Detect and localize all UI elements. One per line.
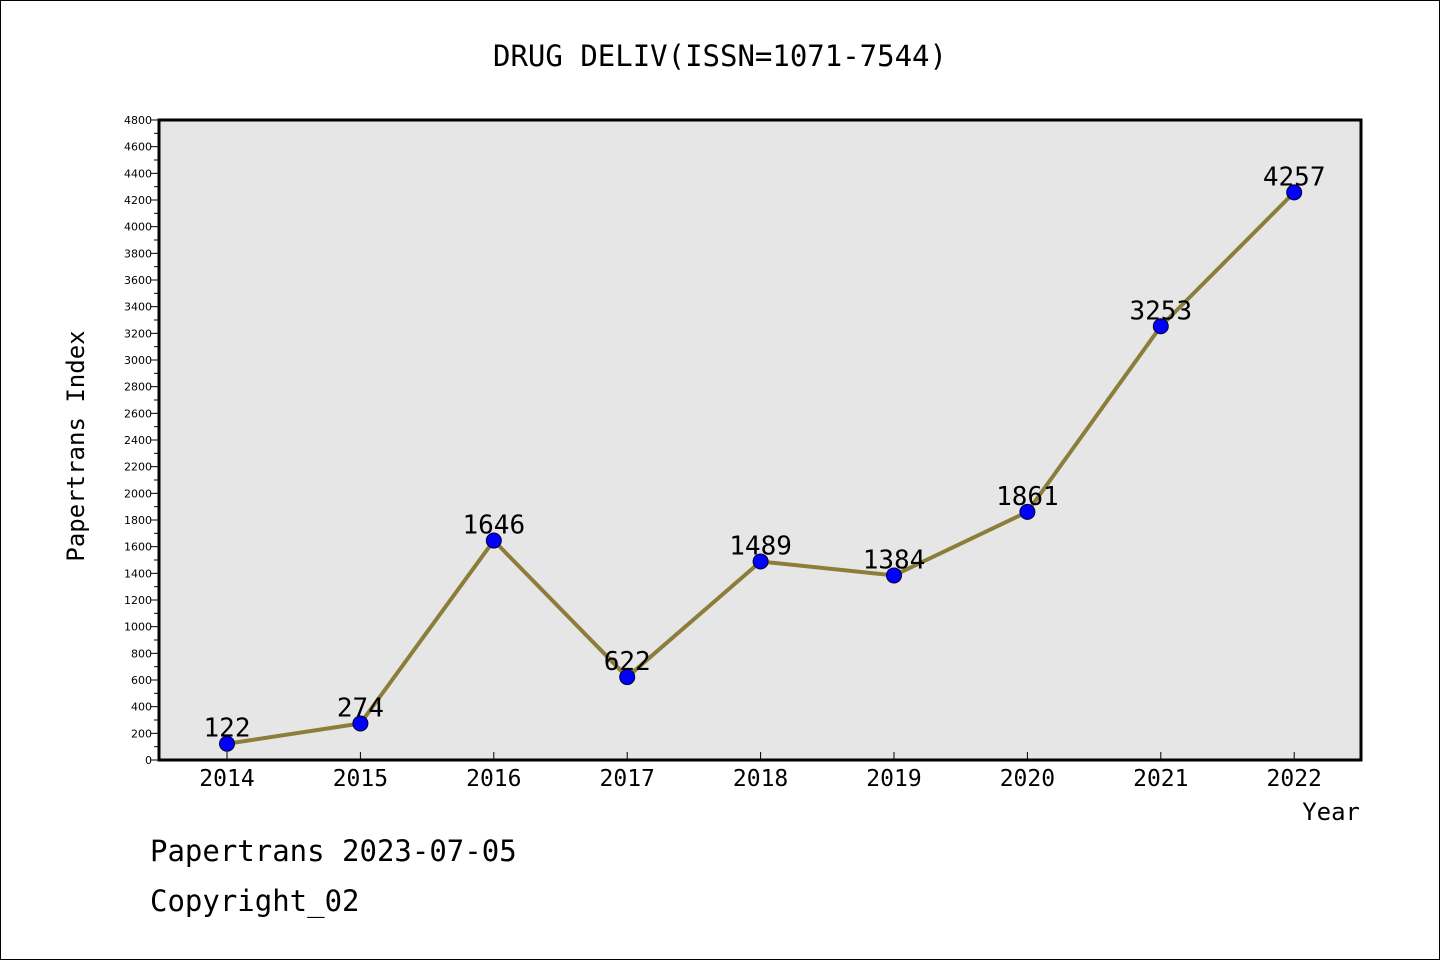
x-tick-label: 2018	[733, 766, 788, 792]
x-axis: 2014 2015 2016 2017 2018 2019 2020 2021 2022	[199, 752, 1322, 792]
y-tick-label: 1800	[124, 514, 152, 527]
y-tick-label: 2600	[124, 407, 152, 420]
y-tick-label: 600	[131, 674, 152, 687]
x-tick-label: 2017	[600, 766, 655, 792]
x-tick-label: 2016	[466, 766, 521, 792]
y-tick-label: 3200	[124, 327, 152, 340]
x-tick-label: 2020	[1000, 766, 1055, 792]
data-label: 122	[204, 714, 251, 744]
y-tick-label: 1600	[124, 541, 152, 554]
x-tick-label: 2021	[1133, 766, 1188, 792]
y-axis-title: Papertrans Index	[62, 330, 90, 561]
data-label: 622	[604, 647, 651, 677]
y-tick-label: 3800	[124, 247, 152, 260]
data-label: 1646	[462, 511, 525, 541]
y-tick-label: 2000	[124, 487, 152, 500]
y-tick-label: 4800	[124, 114, 152, 127]
x-tick-label: 2014	[199, 766, 254, 792]
data-point	[1019, 503, 1036, 520]
data-label: 1384	[863, 545, 926, 575]
data-point	[352, 715, 369, 732]
y-tick-label: 4400	[124, 167, 152, 180]
data-label: 4257	[1263, 162, 1326, 192]
data-point	[485, 532, 502, 549]
data-label: 1489	[729, 531, 792, 561]
y-tick-label: 3400	[124, 301, 152, 314]
y-tick-label: 1000	[124, 621, 152, 634]
y-tick-label: 3000	[124, 354, 152, 367]
data-point	[1286, 184, 1303, 201]
data-point	[619, 669, 636, 686]
plot-area	[157, 118, 1363, 762]
y-tick-label: 2200	[124, 461, 152, 474]
y-tick-label: 800	[131, 647, 152, 660]
data-point	[1152, 318, 1169, 335]
data-point	[219, 735, 235, 752]
data-label: 274	[337, 693, 384, 723]
y-tick-label: 1400	[124, 567, 152, 580]
footer-copyright: Copyright_02	[150, 884, 360, 918]
series-layer: 122 274 1646 622 1489 1384 1861 3253 4257	[204, 162, 1326, 752]
y-tick-label: 400	[131, 701, 152, 714]
x-tick-label: 2015	[333, 766, 388, 792]
y-tick-label: 4600	[124, 141, 152, 154]
data-label: 3253	[1129, 296, 1192, 326]
y-tick-label: 4000	[124, 221, 152, 234]
x-tick-label: 2019	[866, 766, 921, 792]
y-tick-label: 1200	[124, 594, 152, 607]
y-tick-label: 2800	[124, 381, 152, 394]
y-tick-label: 4200	[124, 194, 152, 207]
chart-title: DRUG DELIV(ISSN=1071-7544)	[493, 39, 947, 73]
data-point	[752, 553, 769, 570]
footer-date: Papertrans 2023-07-05	[150, 834, 517, 868]
x-tick-label: 2022	[1267, 766, 1322, 792]
y-tick-label: 200	[131, 727, 152, 740]
data-label: 1861	[996, 482, 1059, 512]
data-point	[886, 567, 902, 584]
y-axis: 0 200 400 600 800 1000 1200 1400 1600 1800 2000 220…	[124, 114, 159, 767]
x-axis-title: Year	[1302, 798, 1360, 826]
y-tick-label: 0	[145, 754, 152, 767]
y-tick-label: 3600	[124, 274, 152, 287]
y-tick-label: 2400	[124, 434, 152, 447]
